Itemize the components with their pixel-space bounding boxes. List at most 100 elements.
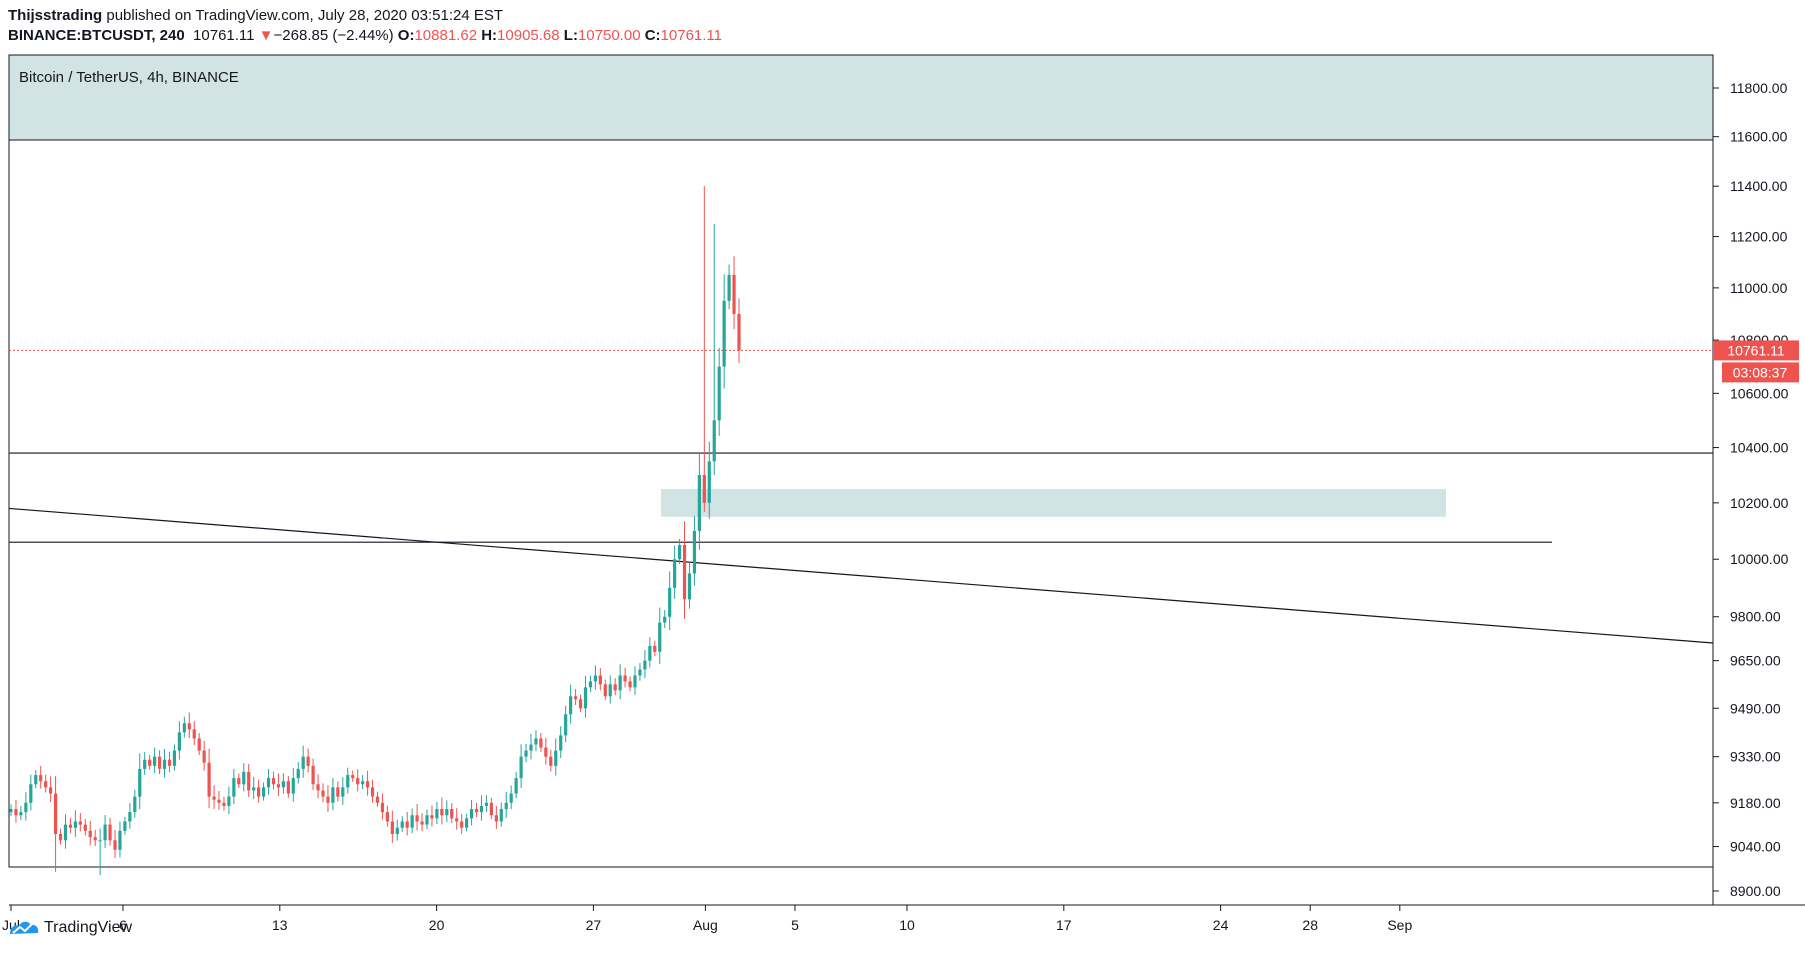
candle-body [232,778,236,797]
candle-body [573,696,578,700]
high-label: H: [481,27,498,44]
candle-body [445,809,449,816]
candle-body [499,809,503,822]
candle-body [19,812,23,816]
candle-body [633,675,637,688]
candle-body [658,622,662,652]
candle-body [177,732,181,751]
candle-body [143,759,147,769]
highlight-zone-top [9,55,1713,140]
candle-body [157,756,162,769]
candle-body [628,681,632,688]
candle-body [242,771,246,785]
candle-body [167,759,172,766]
price-tick-label: 10200.00 [1730,495,1789,511]
candle-body [534,738,538,745]
price-tick-label: 10000.00 [1730,551,1789,567]
price-tick-label: 9800.00 [1730,609,1781,625]
candle-body [430,815,434,819]
candle-body [172,750,177,766]
candle-body [341,787,345,797]
price-axis[interactable]: 11800.00 11600.00 11400.00 11200.00 11000.00… [1713,80,1789,899]
candle-body [460,821,464,828]
time-tick-label: Sep [1387,917,1412,933]
candle-body [583,687,588,709]
candle-body [326,796,330,803]
candle-body [663,616,667,623]
candle-body [504,802,508,810]
candles-layer [9,186,741,876]
close-label: C: [644,27,661,44]
trend-line[interactable] [8,507,1714,644]
candle-body [613,684,617,691]
time-tick-label: 27 [586,917,602,933]
candle-body [365,781,370,788]
footer-brand[interactable]: TradingView [8,918,132,938]
price-tick-label: 11200.00 [1730,229,1788,245]
candle-body [356,778,360,785]
candle-body [514,778,518,794]
candle-body [237,778,241,785]
candle-body [336,787,340,797]
time-tick-label: 20 [429,917,445,933]
time-tick-label: 13 [272,917,288,933]
candle-body [103,824,107,841]
candle-body [207,762,211,797]
candle-body [588,681,593,688]
candle-body [202,750,206,763]
support-zone[interactable] [661,488,1446,517]
candle-body [9,809,13,813]
candle-body [375,796,380,803]
candle-body [73,821,77,828]
candle-body [474,809,479,813]
candle-body [623,675,627,682]
candle-body [677,545,682,560]
candle-body [722,300,726,367]
candle-body [420,821,424,825]
candle-body [34,775,38,785]
time-axis[interactable]: Jul 6 13 20 27 Aug 5 10 17 24 28 Sep [2,905,1412,933]
last-price-tag [1714,340,1799,361]
candle-body [88,830,92,838]
candle-body [217,799,221,803]
candle-body [123,821,127,831]
candle-body [524,750,528,757]
candle-body [593,675,597,682]
brand-name: TradingView [44,919,133,936]
candle-body [222,802,226,806]
candle-body [276,784,281,788]
candle-body [687,573,692,600]
candle-body [519,756,523,779]
low-value: 10750.00 [577,27,641,44]
price-tick-label: 11800.00 [1730,80,1788,96]
candle-body [544,747,548,757]
candle-body [53,793,58,834]
candle-body [98,840,102,842]
candle-body [737,313,741,351]
time-tick-label: 17 [1056,917,1072,933]
price-tick-label: 11000.00 [1730,280,1788,296]
candle-body [118,830,122,850]
candle-body [286,781,290,794]
candle-body [494,815,498,822]
candle-body [252,787,256,791]
candle-body [618,675,622,691]
candle-body [425,815,429,825]
candle-body [24,802,28,813]
candle-body [648,645,652,661]
candle-body [93,837,97,841]
candle-body [559,735,563,751]
candle-body [83,824,87,831]
candle-body [351,775,355,779]
last-price-tag-label: 10761.11 [1727,342,1785,358]
author-name[interactable]: Thijsstrading [8,7,103,24]
candle-body [702,475,706,503]
price-tick-label: 10600.00 [1730,385,1789,401]
candle-body [717,366,721,421]
open-label: O: [397,27,415,44]
candle-body [653,645,657,652]
candle-body [261,787,266,797]
candle-body [405,821,409,828]
